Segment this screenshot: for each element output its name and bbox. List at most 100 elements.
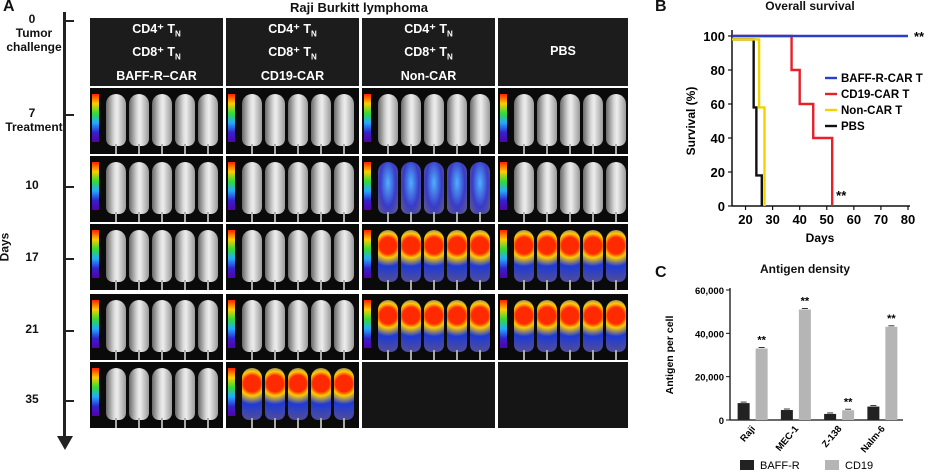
mouse-image <box>606 94 626 146</box>
day-tick <box>64 186 74 188</box>
imaging-cell <box>90 156 223 222</box>
mouse-image <box>152 230 172 282</box>
mouse-image <box>265 300 285 352</box>
bar <box>737 403 750 420</box>
legend-label: BAFF-R-CAR T <box>841 73 923 85</box>
mouse-tail <box>184 350 186 360</box>
mouse-image <box>311 94 331 146</box>
day-note: Treatment <box>5 120 63 134</box>
mouse-tail <box>161 144 163 154</box>
mouse-tail <box>274 418 276 428</box>
mouse-tail <box>184 212 186 222</box>
days-axis-line <box>63 12 66 440</box>
category-label: Nalm-6 <box>859 424 888 455</box>
mouse-tail <box>207 280 209 290</box>
mouse-image <box>129 94 149 146</box>
radiance-scale-bar <box>500 230 507 278</box>
mouse-image <box>288 300 308 352</box>
mouse-image <box>106 162 126 214</box>
imaging-cell <box>90 224 223 290</box>
mouse-tail <box>546 144 548 154</box>
mouse-tail <box>251 418 253 428</box>
mouse-tail <box>592 350 594 360</box>
mouse-image <box>265 94 285 146</box>
mouse-image <box>401 94 421 146</box>
category-label: Z-138 <box>820 424 844 450</box>
mouse-tail <box>387 144 389 154</box>
mouse-tail <box>115 418 117 428</box>
radiance-scale-bar <box>500 300 507 348</box>
mouse-image <box>537 94 557 146</box>
imaging-cell <box>498 362 628 428</box>
y-tick-label: 40,000 <box>695 329 724 340</box>
mouse-image <box>334 162 354 214</box>
mouse-image <box>334 230 354 282</box>
mouse-tail <box>297 212 299 222</box>
mouse-tail <box>546 212 548 222</box>
x-axis-label: Days <box>806 231 835 245</box>
mouse-tail <box>343 418 345 428</box>
mouse-tail <box>410 144 412 154</box>
x-tick-label: 50 <box>820 212 834 227</box>
cd19-significance: ** <box>836 188 847 203</box>
mouse-tail <box>387 350 389 360</box>
mouse-image <box>242 94 262 146</box>
x-tick-label: 80 <box>901 212 915 227</box>
mouse-image <box>152 162 172 214</box>
mouse-image <box>175 230 195 282</box>
mouse-image <box>537 162 557 214</box>
imaging-cell <box>226 224 359 290</box>
mouse-tail <box>387 280 389 290</box>
panel-b-letter: B <box>655 0 667 15</box>
mouse-tail <box>320 350 322 360</box>
mouse-tail <box>138 212 140 222</box>
radiance-scale-bar <box>228 230 235 278</box>
mouse-image <box>175 94 195 146</box>
mouse-tail <box>343 144 345 154</box>
y-axis-label: Survival (%) <box>684 87 698 156</box>
radiance-scale-bar <box>92 162 99 210</box>
mouse-tail <box>184 418 186 428</box>
group-header-non-car: CD4⁺ TN CD8⁺ TN Non-CAR <box>362 18 495 86</box>
mouse-tail <box>274 144 276 154</box>
legend-label: PBS <box>841 121 865 133</box>
day-note: Tumor challenge <box>6 26 62 54</box>
y-tick-label: 40 <box>711 131 725 146</box>
mouse-image <box>514 300 534 352</box>
imaging-cell <box>362 224 495 290</box>
bar <box>867 406 880 420</box>
mouse-image <box>106 230 126 282</box>
group-header-cd19-car: CD4⁺ TN CD8⁺ TN CD19-CAR <box>226 18 359 86</box>
mouse-image <box>470 230 490 282</box>
mouse-image <box>288 368 308 420</box>
mouse-tail <box>479 144 481 154</box>
mouse-tail <box>115 212 117 222</box>
mouse-tail <box>138 144 140 154</box>
mouse-tail <box>161 418 163 428</box>
mouse-tail <box>387 212 389 222</box>
imaging-cell <box>362 294 495 360</box>
mouse-image <box>152 368 172 420</box>
mouse-tail <box>343 280 345 290</box>
day-tick <box>64 114 74 116</box>
mouse-tail <box>274 212 276 222</box>
mouse-tail <box>569 212 571 222</box>
mouse-image <box>265 230 285 282</box>
mouse-image <box>129 162 149 214</box>
mouse-image <box>334 368 354 420</box>
mouse-tail <box>115 350 117 360</box>
mouse-tail <box>479 280 481 290</box>
legend-label: BAFF-R <box>760 460 800 472</box>
bar <box>780 410 793 420</box>
category-label: MEC-1 <box>774 423 802 453</box>
legend-label: CD19 <box>845 460 873 472</box>
x-tick-label: 20 <box>738 212 752 227</box>
y-tick-label: 0 <box>719 416 724 427</box>
bar <box>885 326 898 420</box>
mouse-image <box>424 94 444 146</box>
mouse-tail <box>207 350 209 360</box>
mouse-image <box>198 368 218 420</box>
mouse-image <box>242 162 262 214</box>
mouse-image <box>514 230 534 282</box>
radiance-scale-bar <box>228 300 235 348</box>
